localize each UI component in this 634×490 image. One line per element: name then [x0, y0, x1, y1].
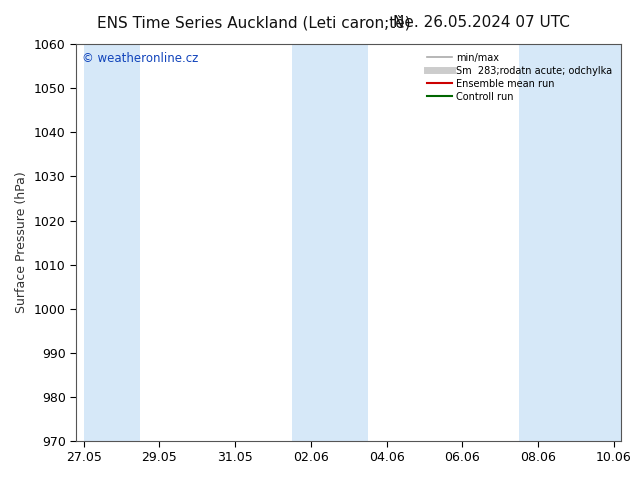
Y-axis label: Surface Pressure (hPa): Surface Pressure (hPa) — [15, 172, 29, 314]
Legend: min/max, Sm  283;rodatn acute; odchylka, Ensemble mean run, Controll run: min/max, Sm 283;rodatn acute; odchylka, … — [424, 49, 616, 105]
Text: ENS Time Series Auckland (Leti caron;tě): ENS Time Series Auckland (Leti caron;tě) — [97, 15, 410, 30]
Text: © weatheronline.cz: © weatheronline.cz — [82, 52, 198, 65]
Bar — [84, 44, 141, 441]
Bar — [292, 44, 368, 441]
Bar — [519, 44, 621, 441]
Text: Ne. 26.05.2024 07 UTC: Ne. 26.05.2024 07 UTC — [394, 15, 570, 30]
